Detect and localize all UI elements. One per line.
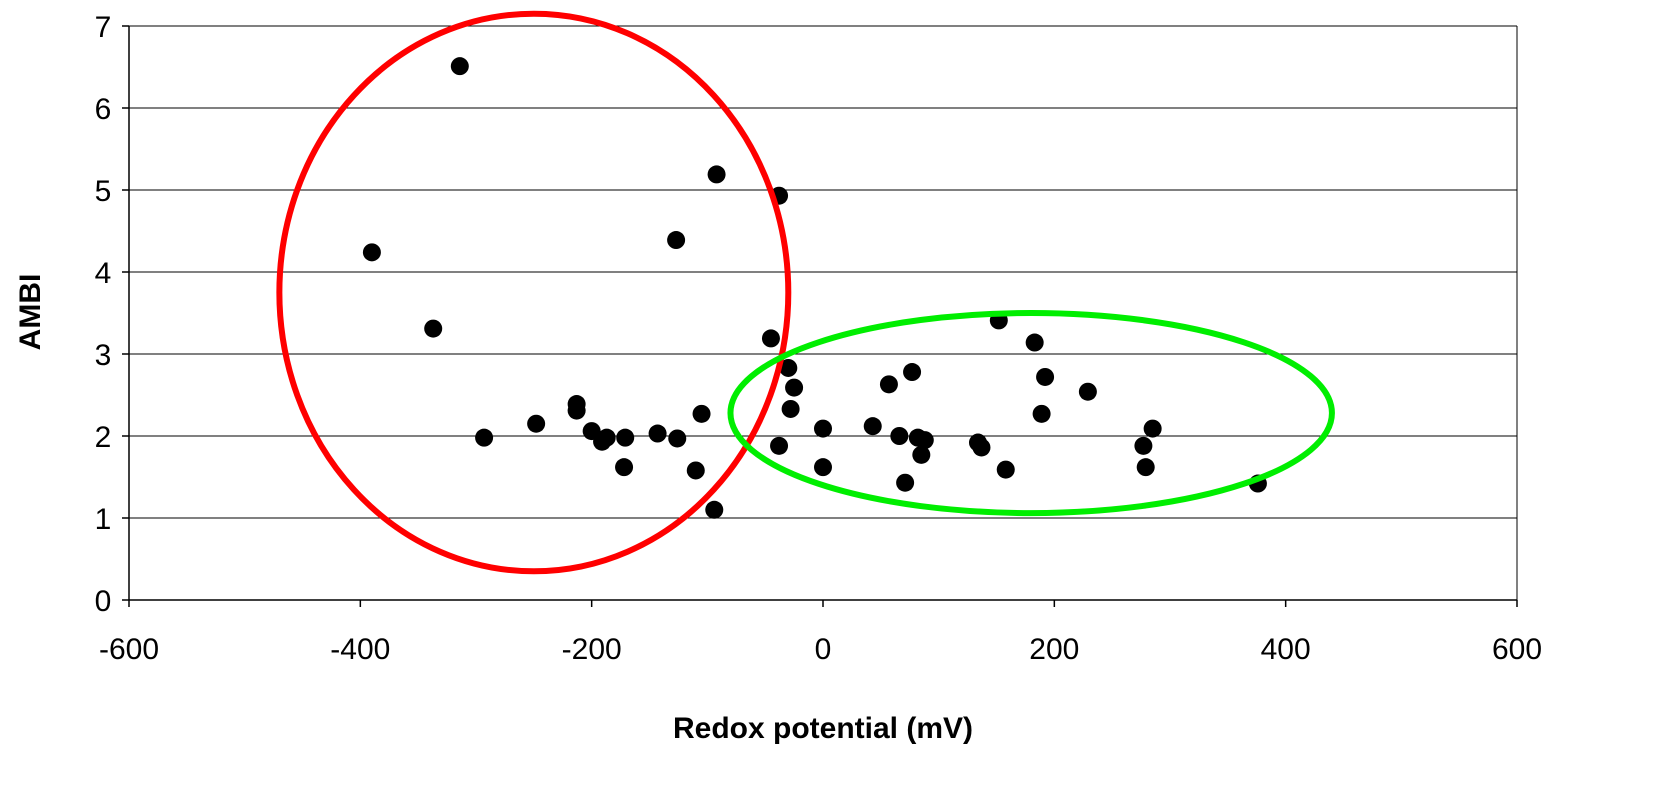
highlight-ellipse <box>727 310 1335 517</box>
x-tick-label: 600 <box>1492 633 1542 666</box>
x-tick-label: -400 <box>330 633 390 666</box>
data-point <box>615 458 634 477</box>
data-point <box>567 401 586 420</box>
data-point <box>1078 382 1097 401</box>
data-point <box>648 424 667 443</box>
data-point <box>1143 419 1162 438</box>
data-point <box>1032 404 1051 423</box>
data-point <box>692 404 711 423</box>
data-point <box>890 427 909 445</box>
data-point <box>770 436 789 455</box>
data-point <box>707 165 726 184</box>
data-point <box>1134 436 1153 455</box>
data-point <box>475 428 494 447</box>
y-tick-label: 4 <box>95 257 112 290</box>
data-point <box>761 329 780 348</box>
highlight-ellipses <box>276 10 1335 575</box>
data-point <box>996 460 1015 479</box>
data-point <box>686 461 705 480</box>
x-tick-label: 400 <box>1261 633 1311 666</box>
data-point <box>362 243 381 262</box>
data-point <box>814 419 832 438</box>
data-point <box>705 500 724 519</box>
data-point <box>896 473 915 492</box>
y-axis-title: AMBI <box>14 274 47 351</box>
x-axis-title: Redox potential (mV) <box>673 712 973 745</box>
data-points <box>362 57 1267 519</box>
x-tick-label: -600 <box>99 633 159 666</box>
data-point <box>785 378 804 397</box>
data-point <box>527 414 546 433</box>
y-axis-ticks: 0 1 2 3 4 5 6 7 <box>95 11 129 618</box>
y-tick-label: 1 <box>95 503 112 536</box>
data-point <box>915 431 934 450</box>
data-point <box>863 417 882 436</box>
data-point <box>1025 333 1044 352</box>
x-tick-label: 0 <box>815 633 832 666</box>
data-point <box>1136 458 1155 477</box>
data-point <box>667 231 686 250</box>
data-point <box>779 358 798 377</box>
highlight-ellipse <box>276 10 792 575</box>
y-tick-label: 6 <box>95 93 112 126</box>
y-tick-label: 2 <box>95 421 112 454</box>
data-point <box>972 438 991 457</box>
x-tick-label: -200 <box>562 633 622 666</box>
data-point <box>1036 367 1055 386</box>
data-point <box>424 319 443 338</box>
grid-lines <box>129 25 1518 600</box>
x-tick-label: 200 <box>1029 633 1079 666</box>
y-tick-label: 0 <box>95 585 112 618</box>
y-tick-label: 7 <box>95 11 112 44</box>
data-point <box>597 428 616 447</box>
data-point <box>903 363 922 382</box>
data-point <box>912 445 931 464</box>
data-point <box>616 428 635 447</box>
data-point <box>879 375 898 394</box>
data-point <box>668 429 687 448</box>
data-point <box>814 458 832 477</box>
data-point <box>450 57 469 76</box>
y-tick-label: 5 <box>95 175 112 208</box>
y-tick-label: 3 <box>95 339 112 372</box>
data-point <box>781 399 800 418</box>
x-axis-ticks: -600 -400 -200 0 200 400 600 <box>99 600 1542 666</box>
